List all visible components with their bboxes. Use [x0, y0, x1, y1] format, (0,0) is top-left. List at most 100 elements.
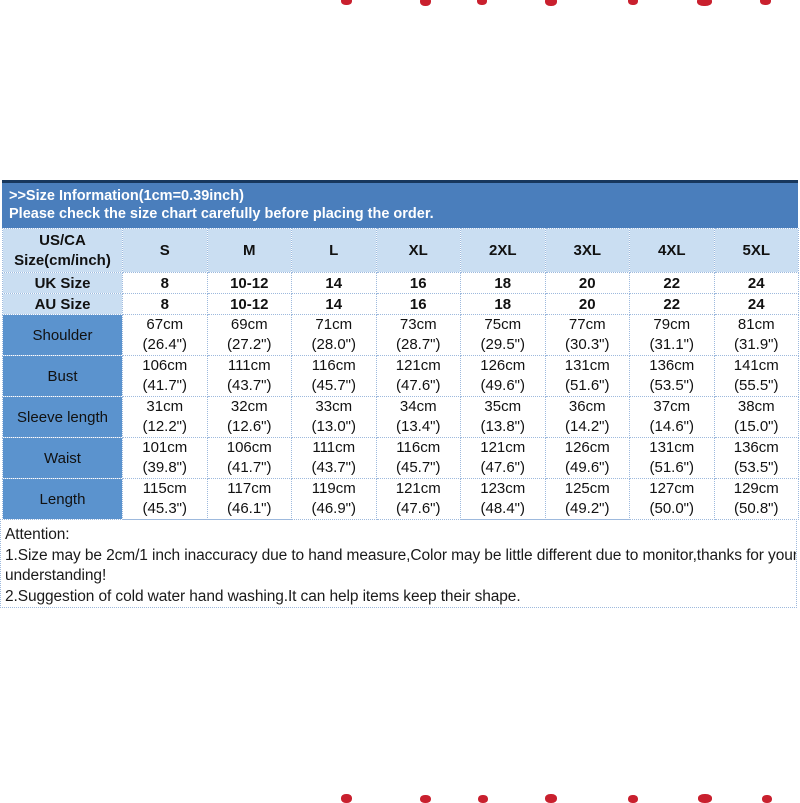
size-value-cell: 10-12: [206, 293, 292, 315]
measurement-value-cell: 115cm (45.3"): [122, 478, 208, 520]
size-column-header: M: [206, 228, 292, 273]
measurement-value-cell: 119cm (46.9"): [291, 478, 377, 520]
value-cm: 136cm: [733, 439, 779, 456]
conversion-row: UK Size 8 10-12 14 16 18 20 22 24: [2, 272, 799, 294]
value-cm: 125cm: [564, 480, 610, 497]
value-inch: (45.3"): [142, 500, 187, 517]
size-value-cell: 20: [544, 272, 630, 294]
measurement-value-cell: 36cm (14.2"): [544, 396, 630, 438]
measurement-value-cell: 141cm (55.5"): [713, 355, 799, 397]
value-inch: (12.2"): [142, 418, 187, 435]
size-value-cell: 8: [122, 293, 208, 315]
attention-title: Attention:: [5, 526, 70, 543]
value-cm: 69cm: [230, 316, 268, 333]
size-value-cell: 16: [375, 272, 461, 294]
value-cm: 81cm: [737, 316, 775, 333]
red-pattern-fragment: [477, 0, 487, 5]
value-inch: (47.6"): [480, 459, 525, 476]
value-cm: 111cm: [312, 439, 356, 456]
value-inch: (13.0"): [311, 418, 356, 435]
value-inch: (49.6"): [564, 459, 610, 476]
size-value-cell: 24: [713, 293, 799, 315]
value-cm: 131cm: [649, 439, 695, 456]
value-inch: (12.6"): [226, 418, 272, 435]
size-chart-table: US/CA Size(cm/inch) S M L XL 2XL 3XL 4XL 5XL UK Si…: [2, 228, 799, 520]
attention-line: 1.Size may be 2cm/1 inch inaccuracy due …: [5, 546, 797, 564]
measurement-value-cell: 106cm (41.7"): [122, 355, 208, 397]
value-cm: 36cm: [568, 398, 606, 415]
value-inch: (13.8"): [480, 418, 525, 435]
measurement-value-cell: 121cm (47.6"): [375, 355, 461, 397]
size-value-cell: 16: [375, 293, 461, 315]
size-column-header: 2XL: [460, 228, 546, 273]
size-column-header: 4XL: [629, 228, 715, 273]
value-inch: (48.4"): [480, 500, 525, 517]
measurement-value-cell: 79cm (31.1"): [629, 314, 715, 356]
measurement-row: Shoulder 67cm (26.4") 69cm (27.2") 71cm (28.0"…: [2, 314, 799, 356]
value-cm: 67cm: [146, 316, 184, 333]
size-info-banner: >>Size Information(1cm=0.39inch) Please …: [2, 183, 798, 228]
red-pattern-fragment: [341, 0, 352, 5]
measurement-value-cell: 67cm (26.4"): [122, 314, 208, 356]
value-cm: 117cm: [227, 480, 272, 497]
measurement-value-cell: 35cm (13.8"): [460, 396, 546, 438]
value-inch: (49.2"): [564, 500, 610, 517]
size-column-header: L: [291, 228, 377, 273]
measurement-value-cell: 33cm (13.0"): [291, 396, 377, 438]
size-table-section: >>Size Information(1cm=0.39inch) Please …: [2, 180, 799, 520]
measurement-value-cell: 81cm (31.9"): [713, 314, 799, 356]
red-pattern-fragment: [628, 795, 638, 803]
measurement-value-cell: 101cm (39.8"): [122, 437, 208, 479]
size-value-cell: 20: [544, 293, 630, 315]
measurement-row: Bust 106cm (41.7") 111cm (43.7") 116cm (45.7")…: [2, 355, 799, 397]
value-cm: 79cm: [653, 316, 691, 333]
conversion-row-label: AU Size: [2, 293, 123, 315]
value-cm: 106cm: [226, 439, 272, 456]
value-inch: (29.5"): [480, 336, 525, 353]
measurement-value-cell: 125cm (49.2"): [544, 478, 630, 520]
measurement-value-cell: 111cm (43.7"): [206, 355, 292, 397]
red-pattern-fragment: [697, 0, 712, 6]
corner-header-line2: Size(cm/inch): [14, 251, 111, 269]
size-value-cell: 10-12: [206, 272, 292, 294]
value-cm: 71cm: [315, 316, 353, 333]
red-pattern-fragment: [545, 0, 557, 6]
value-inch: (27.2"): [226, 336, 272, 353]
measurement-value-cell: 117cm (46.1"): [206, 478, 292, 520]
banner-line2: Please check the size chart carefully be…: [9, 206, 434, 222]
value-cm: 115cm: [142, 480, 187, 497]
value-cm: 35cm: [484, 398, 522, 415]
measurement-value-cell: 31cm (12.2"): [122, 396, 208, 438]
red-pattern-fragment: [762, 795, 772, 803]
size-value-cell: 18: [460, 272, 546, 294]
measurement-label-cell: Shoulder: [2, 314, 123, 356]
value-cm: 73cm: [399, 316, 437, 333]
value-cm: 38cm: [737, 398, 775, 415]
value-cm: 33cm: [315, 398, 353, 415]
measurement-value-cell: 136cm (53.5"): [629, 355, 715, 397]
measurement-value-cell: 126cm (49.6"): [544, 437, 630, 479]
size-column-header: XL: [375, 228, 461, 273]
value-cm: 126cm: [480, 357, 526, 374]
value-inch: (28.0"): [311, 336, 356, 353]
value-cm: 121cm: [395, 357, 441, 374]
value-cm: 116cm: [311, 357, 356, 374]
measurement-value-cell: 71cm (28.0"): [291, 314, 377, 356]
measurement-value-cell: 116cm (45.7"): [291, 355, 377, 397]
size-value-cell: 24: [713, 272, 799, 294]
value-inch: (26.4"): [142, 336, 187, 353]
attention-line: understanding!: [5, 567, 107, 584]
size-header-row: US/CA Size(cm/inch) S M L XL 2XL 3XL 4XL 5XL: [2, 228, 799, 273]
value-inch: (41.7"): [226, 459, 272, 476]
size-value-cell: 18: [460, 293, 546, 315]
value-inch: (50.8"): [733, 500, 779, 517]
measurement-value-cell: 73cm (28.7"): [375, 314, 461, 356]
value-inch: (14.2"): [564, 418, 610, 435]
value-inch: (53.5"): [733, 459, 779, 476]
measurement-value-cell: 77cm (30.3"): [544, 314, 630, 356]
attention-note: Attention: 1.Size may be 2cm/1 inch inac…: [0, 519, 797, 608]
measurement-value-cell: 127cm (50.0"): [629, 478, 715, 520]
banner-line1: >>Size Information(1cm=0.39inch): [9, 188, 244, 204]
measurement-value-cell: 111cm (43.7"): [291, 437, 377, 479]
